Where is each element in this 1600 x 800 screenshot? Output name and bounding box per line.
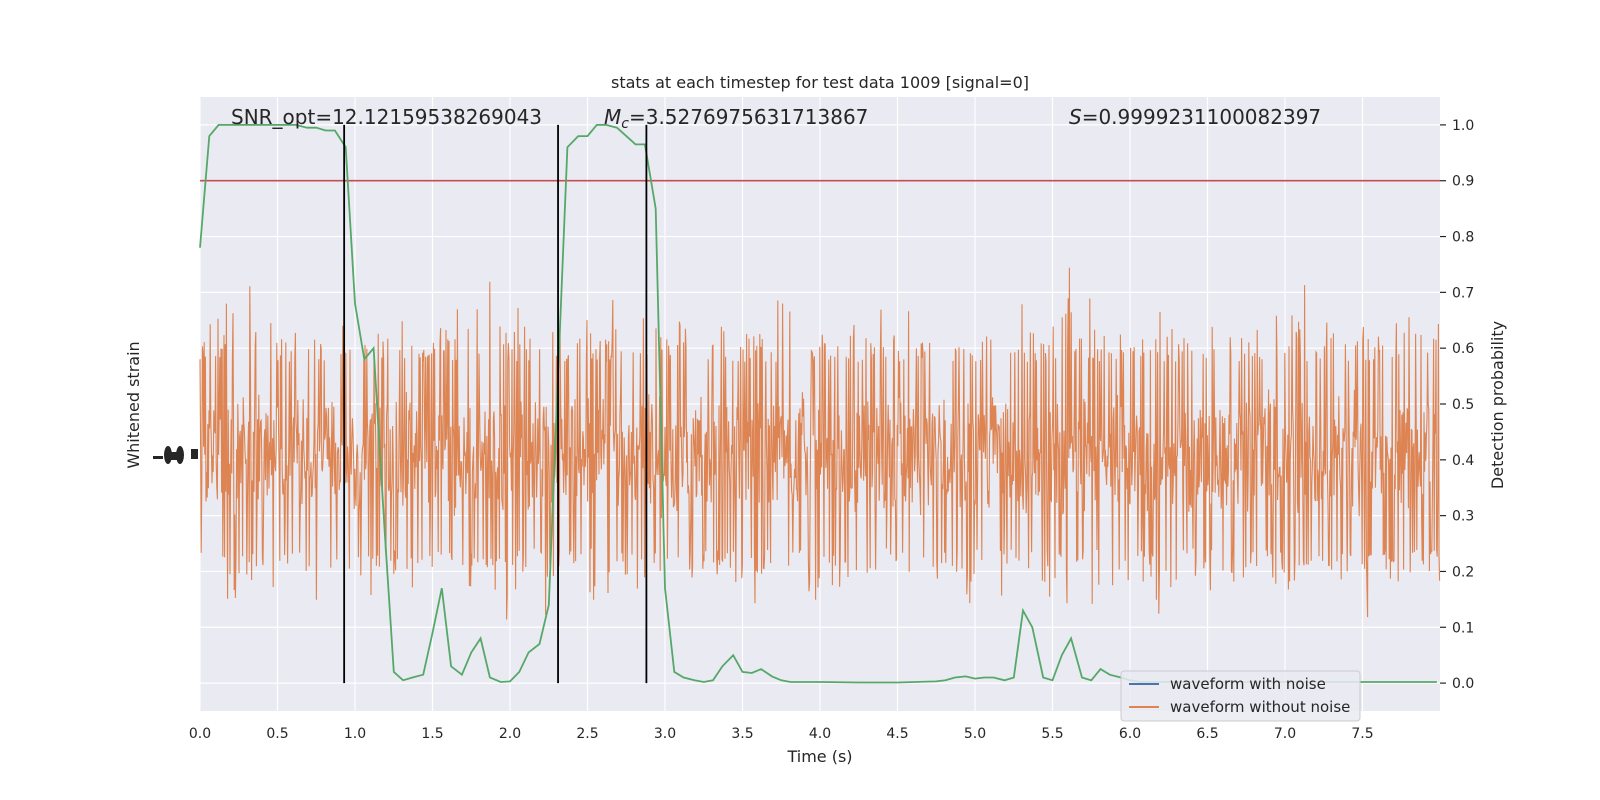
chirp-mass-annotation: Mc=3.5276975631713867	[604, 105, 868, 132]
y-right-tick-label: 0.6	[1452, 341, 1474, 357]
x-tick-label: 1.0	[344, 726, 366, 742]
y-right-tick-label: 0.3	[1452, 509, 1474, 525]
chart-title: stats at each timestep for test data 100…	[611, 73, 1029, 92]
x-tick-label: 7.5	[1351, 726, 1373, 742]
x-tick-label: 7.0	[1274, 726, 1296, 742]
y-right-tick-label: 0.4	[1452, 453, 1474, 469]
y-right-axis-ticks: 0.0 0.1 0.2 0.3 0.4 0.5 0.6 0.7 0.8 0.9 1.0	[1440, 118, 1474, 692]
x-tick-label: 2.0	[499, 726, 521, 742]
detection-probability-line	[199, 124, 1437, 684]
x-tick-label: 3.0	[654, 726, 676, 742]
x-tick-label: 3.5	[731, 726, 753, 742]
x-tick-label: 4.5	[886, 726, 908, 742]
legend-label-with-noise: waveform with noise	[1170, 675, 1326, 693]
event-marker-lines	[343, 124, 648, 684]
x-tick-label: 1.5	[421, 726, 443, 742]
y-right-tick-label: 0.9	[1452, 174, 1474, 190]
legend-label-without-noise: waveform without noise	[1170, 698, 1350, 716]
left-axis-collapsed-ticks	[153, 446, 198, 464]
chirp-mass-symbol: M	[604, 105, 621, 129]
score-annotation: S=0.9999231100082397	[1069, 105, 1321, 129]
score-symbol: S	[1069, 105, 1082, 129]
legend: waveform with noise waveform without noi…	[1120, 670, 1361, 722]
y-right-tick-label: 1.0	[1452, 118, 1474, 134]
y-right-tick-label: 0.1	[1452, 620, 1474, 636]
x-tick-label: 0.0	[189, 726, 211, 742]
y-right-axis-label: Detection probability	[1488, 321, 1507, 489]
x-axis-label: Time (s)	[786, 747, 852, 766]
y-left-axis-label: Whitened strain	[124, 341, 143, 468]
waveform-without-noise-line	[199, 267, 1441, 620]
detection-probability-series	[199, 124, 1437, 684]
waveform-without-noise-series	[199, 267, 1441, 620]
y-right-tick-label: 0.5	[1452, 397, 1474, 413]
y-right-tick-label: 0.7	[1452, 285, 1474, 301]
x-tick-label: 5.5	[1041, 726, 1063, 742]
y-right-tick-label: 0.0	[1452, 676, 1474, 692]
x-axis-ticks: 0.0 0.5 1.0 1.5 2.0 2.5 3.0 3.5 4.0 4.5 5.0 5.5 6.0 6…	[189, 726, 1374, 742]
x-tick-label: 2.5	[576, 726, 598, 742]
chirp-mass-value: =3.5276975631713867	[629, 105, 868, 129]
x-tick-label: 0.5	[266, 726, 288, 742]
score-value: =0.9999231100082397	[1082, 105, 1321, 129]
y-right-tick-label: 0.2	[1452, 564, 1474, 580]
x-tick-label: 6.0	[1119, 726, 1141, 742]
snr-annotation: SNR_opt=12.12159538269043	[231, 105, 542, 129]
x-tick-label: 6.5	[1196, 726, 1218, 742]
chirp-mass-subscript: c	[621, 116, 629, 132]
x-tick-label: 4.0	[809, 726, 831, 742]
legend-box	[1120, 670, 1361, 722]
x-tick-label: 5.0	[964, 726, 986, 742]
y-right-tick-label: 0.8	[1452, 230, 1474, 246]
